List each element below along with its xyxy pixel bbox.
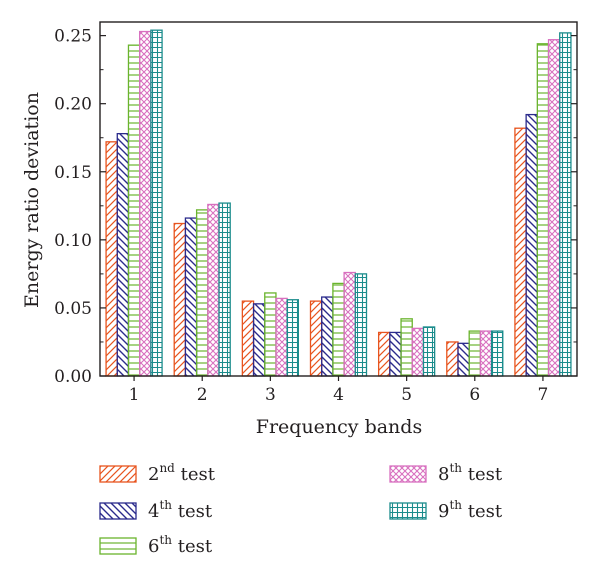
bar-series1-band-3 xyxy=(241,300,255,377)
bar-series5-band-7 xyxy=(559,32,572,377)
bar-series5-band-4 xyxy=(354,273,368,377)
bar-series3-band-4 xyxy=(332,282,345,377)
bar-series1-band-1 xyxy=(105,141,118,377)
y-tick-label: 0.10 xyxy=(54,231,92,251)
legend-swatch xyxy=(389,465,427,483)
bar-series1-band-4 xyxy=(309,300,323,377)
legend-item-3: 6th test xyxy=(99,533,213,557)
x-tick-label: 1 xyxy=(129,385,140,405)
x-tick-label: 3 xyxy=(265,385,276,405)
bar-series1-band-7 xyxy=(514,127,527,377)
legend-swatch xyxy=(389,502,427,520)
legend-label: 9th test xyxy=(438,498,503,522)
bar-series4-band-3 xyxy=(275,297,288,377)
bar-series2-band-6 xyxy=(457,342,470,377)
y-tick-label: 0.20 xyxy=(54,95,92,115)
bar-series5-band-1 xyxy=(150,29,163,377)
x-axis-title: Frequency bands xyxy=(256,416,422,438)
legend-item-2: 4th test xyxy=(99,498,213,522)
bar-series1-band-6 xyxy=(446,341,459,377)
bar-series2-band-3 xyxy=(252,303,266,377)
bar-series2-band-4 xyxy=(321,296,334,377)
x-tick-label: 2 xyxy=(197,385,208,405)
legend-item-4: 8th test xyxy=(389,461,503,485)
bar-series5-band-5 xyxy=(422,326,436,377)
bar-series3-band-7 xyxy=(536,43,550,377)
bar-series4-band-4 xyxy=(343,271,356,377)
bar-series5-band-6 xyxy=(490,330,504,377)
bar-series1-band-5 xyxy=(377,331,391,377)
bar-series4-band-6 xyxy=(479,330,493,377)
bar-series3-band-1 xyxy=(127,44,141,377)
bar-series5-band-2 xyxy=(218,202,231,377)
legend-label: 8th test xyxy=(438,461,503,485)
legend: 2nd test 4th test 6th test 8th test 9th test xyxy=(99,461,503,557)
legend-item-5: 9th test xyxy=(389,498,503,522)
y-tick-label: 0.25 xyxy=(54,27,92,47)
x-tick-label: 4 xyxy=(333,385,344,405)
x-tick-label: 7 xyxy=(538,385,549,405)
x-tick-label: 6 xyxy=(469,385,480,405)
bar-series2-band-2 xyxy=(184,217,198,377)
legend-label: 6th test xyxy=(148,533,213,557)
bar-series4-band-1 xyxy=(139,30,152,377)
legend-swatch xyxy=(99,465,137,483)
legend-item-1: 2nd test xyxy=(99,461,216,485)
x-tick-label: 5 xyxy=(401,385,412,405)
bar-series4-band-5 xyxy=(411,327,425,377)
legend-label: 2nd test xyxy=(148,461,216,485)
bars-layer xyxy=(105,29,572,377)
bar-series2-band-1 xyxy=(116,132,130,377)
bar-series3-band-6 xyxy=(468,330,482,377)
y-axis-title: Energy ratio deviation xyxy=(21,92,43,308)
bar-series3-band-5 xyxy=(400,318,413,377)
legend-swatch xyxy=(99,502,137,520)
legend-swatch xyxy=(99,537,137,555)
bar-series4-band-7 xyxy=(547,39,561,377)
legend-label: 4th test xyxy=(148,498,213,522)
bar-series3-band-2 xyxy=(195,209,209,377)
bar-series2-band-7 xyxy=(525,113,538,377)
bar-series5-band-3 xyxy=(286,299,300,377)
bar-series2-band-5 xyxy=(389,331,402,377)
axes-layer: 0.00 0.05 0.10 0.15 0.20 0.25 1 2 3 4 5 6 7 xyxy=(54,21,578,405)
bar-series1-band-2 xyxy=(173,222,187,377)
bar-series3-band-3 xyxy=(264,292,277,377)
y-tick-label: 0.05 xyxy=(54,299,92,319)
y-tick-label: 0.15 xyxy=(54,163,92,183)
y-tick-label: 0.00 xyxy=(54,367,92,387)
bar-series4-band-2 xyxy=(207,203,220,377)
